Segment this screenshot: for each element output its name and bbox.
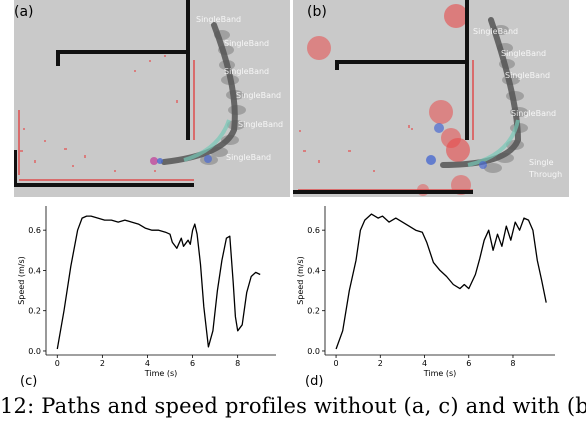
x-tick-label: 2 [378,359,383,368]
band-label: SingleBand [196,15,241,24]
band-label: SingleBand [511,109,556,118]
y-tick-label: 0.6 [28,226,41,235]
agent-marker [434,123,444,133]
map-b-canvas: SingleBand SingleBand SingleBand SingleB… [293,0,562,196]
x-axis-label: Time (s) [423,369,457,378]
x-axis-label: Time (s) [144,369,178,378]
obstacle-dots [299,125,413,172]
x-tick-label: 2 [100,359,105,368]
agent-marker [150,157,158,165]
x-tick-label: 0 [55,359,60,368]
path-trace [183,119,231,162]
map-panel-a: SingleBand SingleBand SingleBand SingleB… [14,0,290,197]
x-tick-label: 4 [422,359,427,368]
band-label: Through [528,170,562,179]
band-label: SingleBand [224,67,269,76]
chart-c-canvas: 0 2 4 6 8 0.0 0.2 0.4 0.6 Time (s) Speed (m/s) [17,206,276,378]
x-tick-label: 6 [190,359,195,368]
y-tick-label: 0.2 [28,307,41,316]
agent-marker [479,161,487,169]
x-tick-label: 4 [145,359,150,368]
map-panel-b: SingleBand SingleBand SingleBand SingleB… [293,0,569,197]
y-tick-label: 0.4 [28,266,41,275]
obstacles [307,4,471,196]
agent-marker [157,158,163,164]
agent-marker [204,155,212,163]
y-tick-label: 0.6 [307,226,320,235]
band-label: SingleBand [238,120,283,129]
band-label: Single [529,158,554,167]
speed-chart-c: 0 2 4 6 8 0.0 0.2 0.4 0.6 Time (s) Speed (m/s) (c) [14,200,290,389]
panel-label-c: (c) [20,374,38,389]
chart-d-canvas: 0 2 4 6 8 0.0 0.2 0.4 0.6 Time (s) Speed (m/s) [296,206,555,378]
x-tick-label: 6 [466,359,471,368]
y-tick-label: 0.4 [307,266,320,275]
figure-caption: 12: Paths and speed profiles without (a,… [0,394,586,418]
panel-label-a: (a) [14,4,34,20]
y-tick-label: 0.0 [28,347,41,356]
band-label: SingleBand [224,39,269,48]
band-label: SingleBand [505,71,550,80]
x-tick-label: 8 [235,359,240,368]
band-label: SingleBand [226,153,271,162]
map-a-canvas: SingleBand SingleBand SingleBand SingleB… [14,0,283,187]
x-tick-label: 8 [510,359,515,368]
y-tick-label: 0.2 [307,307,320,316]
obstacle-dots [20,55,178,172]
wall-traces [298,60,474,191]
y-axis-label: Speed (m/s) [17,256,26,305]
speed-chart-d: 0 2 4 6 8 0.0 0.2 0.4 0.6 Time (s) Speed (m/s) (d) [293,200,569,389]
path-trace [467,119,520,167]
x-tick-label: 0 [334,359,339,368]
band-label: SingleBand [473,27,518,36]
speed-line [335,213,547,350]
band-label: SingleBand [501,49,546,58]
y-tick-label: 0.0 [307,347,320,356]
agent-marker [426,155,436,165]
y-axis-label: Speed (m/s) [296,256,305,305]
speed-line [56,215,261,350]
panel-label-d: (d) [305,374,324,389]
walls [293,0,473,194]
wall-traces [18,60,195,181]
panel-label-b: (b) [307,4,327,20]
band-label: SingleBand [236,91,281,100]
walls [14,0,194,187]
